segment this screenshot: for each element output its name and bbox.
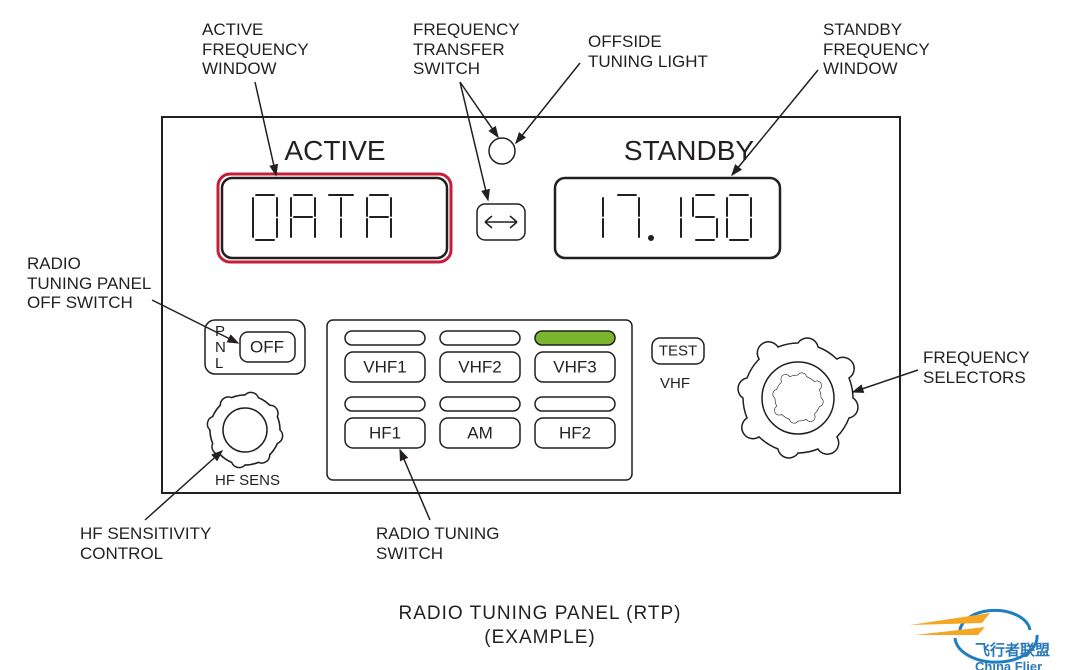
watermark-line1: 飞行者联盟 <box>975 641 1050 659</box>
leader-rts <box>400 450 430 520</box>
test-label: TEST <box>659 343 697 360</box>
indicator-3-lit <box>535 331 615 345</box>
vhf2-label: VHF2 <box>458 358 501 377</box>
pnl-n: N <box>215 339 226 356</box>
offside-light <box>489 138 515 164</box>
standby-window <box>555 178 780 258</box>
leader-offside <box>516 63 580 143</box>
vhf3-label: VHF3 <box>553 358 596 377</box>
freq-selector-knob[interactable] <box>738 338 858 458</box>
am-label: AM <box>467 424 493 443</box>
hf-sens-gear-icon <box>207 392 282 467</box>
indicator-5 <box>440 397 520 411</box>
off-label: OFF <box>250 338 284 357</box>
indicator-1 <box>345 331 425 345</box>
leader-off <box>152 300 238 343</box>
watermark-line2: China Flier <box>975 659 1042 670</box>
leader-transfer <box>460 82 488 200</box>
leader-active <box>255 82 276 175</box>
hf2-label: HF2 <box>559 424 591 443</box>
panel-diagram: ACTIVE STANDBY <box>0 0 1080 670</box>
active-header: ACTIVE <box>284 135 385 166</box>
indicator-6 <box>535 397 615 411</box>
leader-offside-branch <box>460 82 498 137</box>
leader-freqsel <box>853 370 918 392</box>
pnl-l: L <box>215 355 223 372</box>
indicator-4 <box>345 397 425 411</box>
vhf-label: VHF <box>660 375 690 392</box>
vhf1-label: VHF1 <box>363 358 406 377</box>
indicator-2 <box>440 331 520 345</box>
watermark-logo: 飞行者联盟 China Flier <box>910 610 1050 670</box>
active-window <box>222 178 447 258</box>
hf-sens-label: HF SENS <box>215 472 280 489</box>
leader-standby <box>732 70 818 175</box>
standby-header: STANDBY <box>624 135 754 166</box>
hf1-label: HF1 <box>369 424 401 443</box>
leader-hfsens <box>145 451 222 520</box>
